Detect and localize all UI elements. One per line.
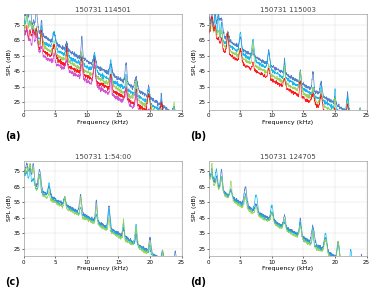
Y-axis label: SPL (dB): SPL (dB) (192, 195, 197, 221)
X-axis label: Frequency (kHz): Frequency (kHz) (262, 120, 313, 125)
Title: 150731 114501: 150731 114501 (75, 7, 130, 13)
Text: (d): (d) (190, 277, 206, 287)
X-axis label: Frequency (kHz): Frequency (kHz) (77, 266, 128, 271)
X-axis label: Frequency (kHz): Frequency (kHz) (77, 120, 128, 125)
Title: 150731 115003: 150731 115003 (260, 7, 316, 13)
Title: 150731 124705: 150731 124705 (260, 154, 316, 160)
Text: (a): (a) (5, 131, 20, 141)
Text: (c): (c) (5, 277, 20, 287)
Text: (b): (b) (190, 131, 206, 141)
Y-axis label: SPL (dB): SPL (dB) (7, 49, 12, 75)
Title: 150731 1:54:00: 150731 1:54:00 (75, 154, 131, 160)
X-axis label: Frequency (kHz): Frequency (kHz) (262, 266, 313, 271)
Y-axis label: SPL (dB): SPL (dB) (192, 49, 197, 75)
Y-axis label: SPL (dB): SPL (dB) (7, 195, 12, 221)
